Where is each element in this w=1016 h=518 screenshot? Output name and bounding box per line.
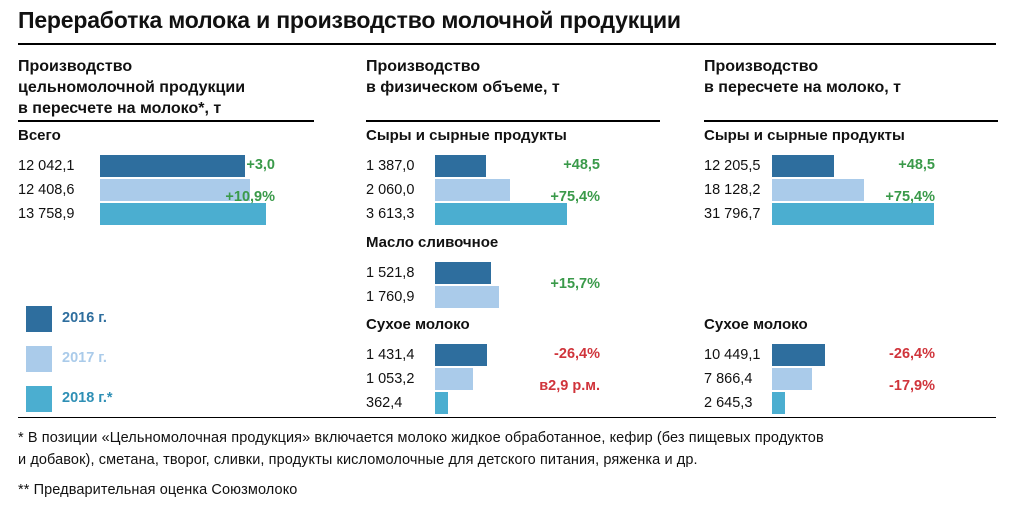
change-label: +48,5 bbox=[898, 157, 935, 173]
value-label: 18 128,2 bbox=[704, 182, 761, 198]
bar-2016 г. bbox=[435, 344, 487, 366]
footnote-rule bbox=[18, 417, 996, 418]
group-label: Сухое молоко bbox=[704, 316, 808, 333]
group-label: Всего bbox=[18, 127, 61, 144]
heading-line: в пересчете на молоко*, т bbox=[18, 100, 222, 117]
legend-label-2017: 2017 г. bbox=[62, 350, 107, 366]
bar-2018 г.* bbox=[772, 392, 785, 414]
heading-line: Производство bbox=[18, 58, 133, 75]
value-label: 1 387,0 bbox=[366, 158, 415, 174]
group-label: Сыры и сырные продукты bbox=[704, 127, 905, 144]
change-label: +15,7% bbox=[550, 276, 600, 292]
heading-line: Производство bbox=[366, 58, 481, 75]
bar-2016 г. bbox=[772, 344, 825, 366]
change-label: +3,0 bbox=[246, 157, 275, 173]
group-label: Масло сливочное bbox=[366, 234, 499, 251]
title-rule bbox=[18, 43, 996, 45]
value-label: 2 060,0 bbox=[366, 182, 415, 198]
heading-line: цельномолочной продукции bbox=[18, 79, 246, 96]
change-label: в2,9 р.м. bbox=[539, 378, 600, 394]
value-label: 7 866,4 bbox=[704, 371, 753, 387]
value-label: 31 796,7 bbox=[704, 206, 761, 222]
bar-2016 г. bbox=[100, 155, 245, 177]
footnote-line: * В позиции «Цельномолочная продукция» в… bbox=[18, 430, 824, 446]
column-rule bbox=[366, 120, 660, 122]
change-label: +75,4% bbox=[550, 189, 600, 205]
column-rule bbox=[704, 120, 998, 122]
column-heading-milk-equivalent: Производство в пересчете на молоко, т bbox=[704, 56, 901, 98]
bar-2016 г. bbox=[435, 262, 491, 284]
value-label: 10 449,1 bbox=[704, 347, 761, 363]
value-label: 1 053,2 bbox=[366, 371, 415, 387]
value-label: 362,4 bbox=[366, 395, 403, 411]
legend-label-2016: 2016 г. bbox=[62, 310, 107, 326]
heading-line: в пересчете на молоко, т bbox=[704, 79, 901, 96]
value-label: 1 521,8 bbox=[366, 265, 415, 281]
value-label: 12 042,1 bbox=[18, 158, 75, 174]
change-label: -26,4% bbox=[554, 346, 600, 362]
change-label: +48,5 bbox=[563, 157, 600, 173]
legend-swatch-2018 bbox=[26, 386, 52, 412]
value-label: 3 613,3 bbox=[366, 206, 415, 222]
value-label: 1 760,9 bbox=[366, 289, 415, 305]
footnote-1: * В позиции «Цельномолочная продукция» в… bbox=[18, 427, 824, 471]
page-title: Переработка молока и производство молочн… bbox=[18, 7, 681, 33]
bar-2016 г. bbox=[772, 155, 834, 177]
heading-line: в физическом объеме, т bbox=[366, 79, 560, 96]
value-label: 12 205,5 bbox=[704, 158, 761, 174]
legend-swatch-2017 bbox=[26, 346, 52, 372]
bar-2016 г. bbox=[435, 155, 486, 177]
bar-2017 г. bbox=[772, 368, 812, 390]
change-label: +10,9% bbox=[225, 189, 275, 205]
column-heading-whole-milk: Производство цельномолочной продукции в … bbox=[18, 56, 245, 119]
value-label: 13 758,9 bbox=[18, 206, 75, 222]
footnote-line: и добавок), сметана, творог, сливки, про… bbox=[18, 452, 698, 468]
legend-label-2018: 2018 г.* bbox=[62, 390, 113, 406]
change-label: -17,9% bbox=[889, 378, 935, 394]
bar-2018 г.* bbox=[435, 203, 567, 225]
bar-2017 г. bbox=[435, 179, 510, 201]
bar-2018 г.* bbox=[100, 203, 266, 225]
group-label: Сыры и сырные продукты bbox=[366, 127, 567, 144]
column-rule bbox=[18, 120, 314, 122]
footnote-2: ** Предварительная оценка Союзмолоко bbox=[18, 479, 297, 501]
change-label: -26,4% bbox=[889, 346, 935, 362]
legend-swatch-2016 bbox=[26, 306, 52, 332]
value-label: 1 431,4 bbox=[366, 347, 415, 363]
bar-2018 г.* bbox=[772, 203, 934, 225]
group-label: Сухое молоко bbox=[366, 316, 470, 333]
bar-2017 г. bbox=[100, 179, 250, 201]
footnote-line: ** Предварительная оценка Союзмолоко bbox=[18, 482, 298, 498]
column-heading-physical-volume: Производство в физическом объеме, т bbox=[366, 56, 560, 98]
bar-2017 г. bbox=[435, 368, 473, 390]
value-label: 2 645,3 bbox=[704, 395, 753, 411]
bar-2018 г.* bbox=[435, 392, 448, 414]
bar-2017 г. bbox=[435, 286, 499, 308]
change-label: +75,4% bbox=[885, 189, 935, 205]
heading-line: Производство bbox=[704, 58, 819, 75]
value-label: 12 408,6 bbox=[18, 182, 75, 198]
bar-2017 г. bbox=[772, 179, 864, 201]
